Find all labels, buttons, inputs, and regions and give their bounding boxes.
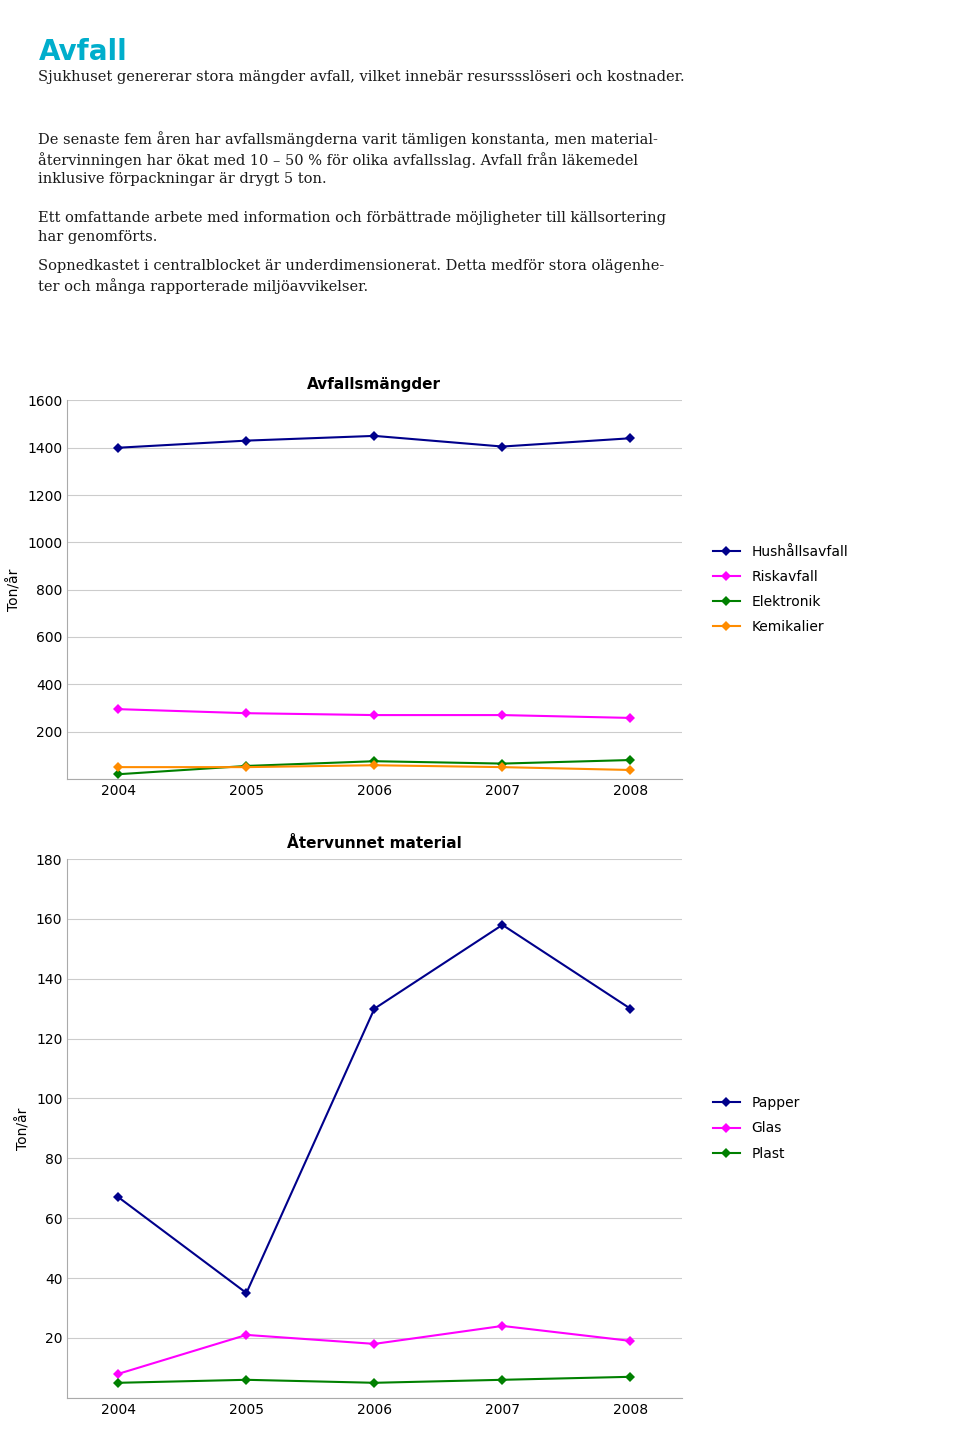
Line: Hushållsavfall: Hushållsavfall — [115, 432, 634, 451]
Hushållsavfall — [369, 427, 380, 444]
Elektronik — [496, 754, 508, 772]
Plast — [625, 1369, 636, 1386]
Kemikalier — [496, 759, 508, 776]
Text: De senaste fem åren har avfallsmängderna varit tämligen konstanta, men material-: De senaste fem åren har avfallsmängderna… — [38, 131, 659, 186]
Elektronik — [625, 751, 636, 769]
Y-axis label: Ton/år: Ton/år — [15, 1107, 31, 1150]
Papper — [625, 1000, 636, 1018]
Riskavfall — [112, 700, 124, 718]
Riskavfall — [625, 709, 636, 727]
Elektronik — [369, 753, 380, 770]
Line: Kemikalier: Kemikalier — [115, 761, 634, 773]
Line: Riskavfall: Riskavfall — [115, 706, 634, 721]
Elektronik — [112, 766, 124, 783]
Riskavfall — [496, 706, 508, 724]
Plast — [369, 1374, 380, 1392]
Riskavfall — [241, 705, 252, 722]
Papper — [241, 1284, 252, 1302]
Text: Ett omfattande arbete med information och förbättrade möjligheter till källsorte: Ett omfattande arbete med information oc… — [38, 211, 666, 243]
Glas — [625, 1332, 636, 1350]
Hushållsavfall — [625, 430, 636, 447]
Glas — [496, 1318, 508, 1335]
Plast — [241, 1372, 252, 1389]
Line: Glas: Glas — [115, 1322, 634, 1377]
Line: Papper: Papper — [115, 922, 634, 1296]
Line: Elektronik: Elektronik — [115, 757, 634, 778]
Text: Avfall: Avfall — [38, 38, 127, 66]
Legend: Hushållsavfall, Riskavfall, Elektronik, Kemikalier: Hushållsavfall, Riskavfall, Elektronik, … — [707, 540, 853, 639]
Glas — [369, 1335, 380, 1353]
Plast — [496, 1372, 508, 1389]
Glas — [112, 1366, 124, 1383]
Hushållsavfall — [112, 438, 124, 456]
Plast — [112, 1374, 124, 1392]
Text: Sopnedkastet i centralblocket är underdimensionerat. Detta medför stora olägenhe: Sopnedkastet i centralblocket är underdi… — [38, 259, 664, 294]
Title: Återvunnet material: Återvunnet material — [287, 836, 462, 850]
Papper — [496, 916, 508, 933]
Kemikalier — [369, 757, 380, 775]
Hushållsavfall — [496, 438, 508, 456]
Kemikalier — [112, 759, 124, 776]
Elektronik — [241, 757, 252, 775]
Legend: Papper, Glas, Plast: Papper, Glas, Plast — [707, 1091, 805, 1166]
Y-axis label: Ton/år: Ton/år — [7, 568, 21, 612]
Title: Avfallsmängder: Avfallsmängder — [307, 377, 442, 392]
Kemikalier — [241, 759, 252, 776]
Line: Plast: Plast — [115, 1373, 634, 1386]
Papper — [369, 1000, 380, 1018]
Riskavfall — [369, 706, 380, 724]
Kemikalier — [625, 761, 636, 779]
Papper — [112, 1188, 124, 1206]
Glas — [241, 1326, 252, 1344]
Hushållsavfall — [241, 432, 252, 450]
Text: Sjukhuset genererar stora mängder avfall, vilket innebär resurssslöseri och kost: Sjukhuset genererar stora mängder avfall… — [38, 70, 685, 84]
